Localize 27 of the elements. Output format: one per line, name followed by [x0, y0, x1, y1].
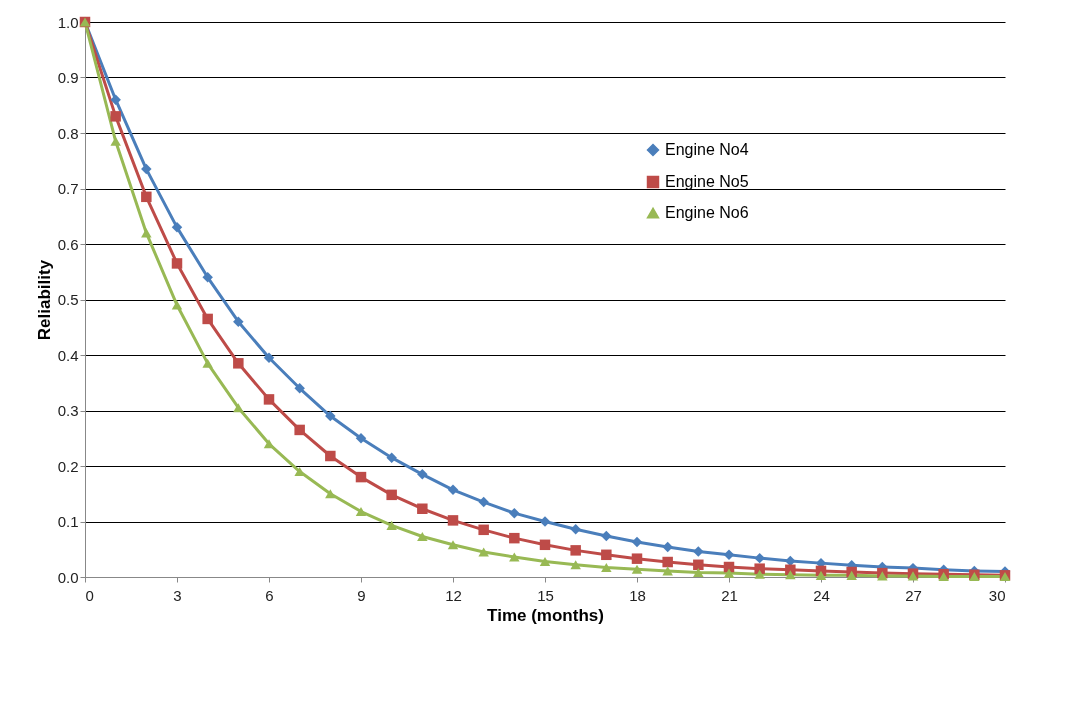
legend-label: Engine No6 [665, 204, 749, 221]
y-tick-label: 0.7 [57, 180, 79, 197]
y-tick-label: 0.5 [57, 291, 79, 308]
x-tick-label: 12 [445, 586, 462, 604]
x-tick-label: 24 [813, 586, 830, 604]
x-tick-label: 30 [988, 586, 1006, 604]
x-axis-title: Time (months) [487, 605, 604, 625]
y-tick-label: 0.3 [57, 402, 79, 419]
y-tick-label: 0.4 [57, 346, 79, 364]
y-tick-label: 0.9 [57, 69, 79, 86]
x-tick-label: 6 [265, 586, 274, 604]
y-tick-label: 0.8 [57, 124, 79, 142]
y-tick-label: 0.6 [57, 235, 79, 253]
y-tick-label: 1.0 [57, 13, 79, 31]
x-tick-label: 9 [357, 586, 366, 604]
x-tick-label: 0 [85, 586, 94, 604]
y-tick-label: 0.2 [57, 457, 79, 475]
y-tick-label: 0.1 [57, 513, 79, 530]
legend-label: Engine No5 [665, 173, 749, 190]
x-tick-label: 15 [537, 586, 554, 604]
x-tick-label: 21 [721, 586, 738, 604]
y-axis-title: Reliability [34, 259, 54, 341]
x-tick-label: 18 [629, 586, 646, 604]
y-tick-label: 0.0 [57, 568, 79, 586]
legend-label: Engine No4 [665, 141, 749, 158]
x-tick-label: 27 [905, 586, 922, 604]
x-tick-label: 3 [173, 586, 182, 604]
